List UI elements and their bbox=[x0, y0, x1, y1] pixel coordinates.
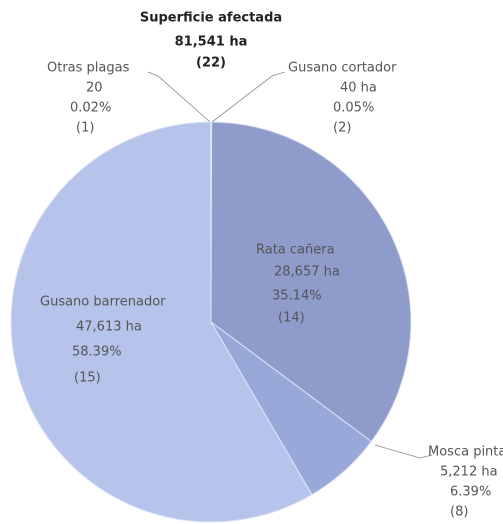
value-label: 5,212 ha bbox=[440, 465, 498, 480]
leader-line bbox=[211, 71, 286, 123]
pie-slice bbox=[210, 121, 412, 443]
slice-label: Rata cañera bbox=[256, 243, 335, 258]
count-label: (15) bbox=[74, 371, 101, 386]
leader-line bbox=[374, 444, 433, 459]
count-label: (2) bbox=[333, 121, 351, 136]
value-label: 28,657 ha bbox=[274, 265, 340, 280]
percent-label: 58.39% bbox=[72, 345, 122, 360]
total-count: (22) bbox=[196, 56, 226, 71]
value-label: 20 bbox=[86, 81, 103, 96]
pie-slice bbox=[10, 121, 313, 523]
count-label: (14) bbox=[278, 311, 305, 326]
count-label: (1) bbox=[76, 121, 94, 136]
slice-label: Mosca pinta bbox=[428, 445, 503, 460]
percent-label: 35.14% bbox=[272, 289, 322, 304]
chart-subtitle: 81,541 ha bbox=[175, 35, 248, 50]
percent-label: 6.39% bbox=[450, 485, 491, 500]
count-label: (8) bbox=[450, 505, 468, 520]
slice-label: Otras plagas bbox=[47, 61, 130, 76]
value-label: 40 ha bbox=[340, 81, 377, 96]
slice-label: Gusano barrenador bbox=[40, 295, 166, 310]
chart-title: Superficie afectada bbox=[140, 11, 282, 26]
percent-label: 0.05% bbox=[333, 101, 374, 116]
percent-label: 0.02% bbox=[70, 101, 111, 116]
leader-line bbox=[147, 71, 211, 123]
value-label: 47,613 ha bbox=[76, 320, 142, 335]
slice-label: Gusano cortador bbox=[288, 61, 397, 76]
